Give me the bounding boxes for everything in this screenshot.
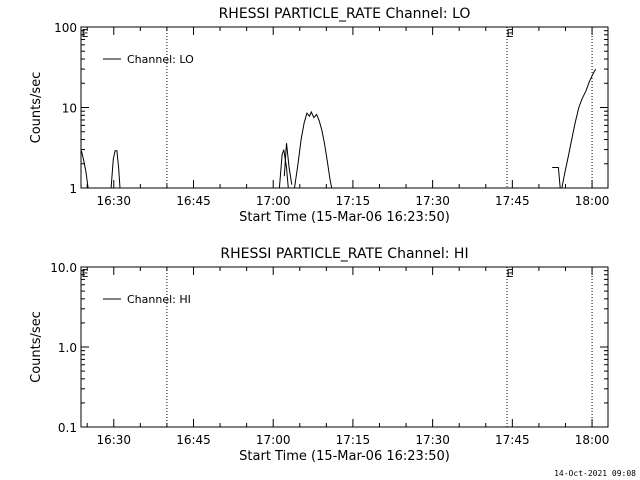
x-tick-label: 17:45 <box>495 433 530 447</box>
data-series-segment <box>81 150 89 188</box>
legend-label: Channel: LO <box>127 53 194 66</box>
event-marker-label: E <box>507 27 514 40</box>
x-tick-label: 17:00 <box>256 194 291 208</box>
plot-frame <box>80 266 609 428</box>
legend-label: Channel: HI <box>127 293 191 306</box>
data-series-segment <box>110 150 121 188</box>
x-axis-label: Start Time (15-Mar-06 16:23:50) <box>239 449 450 464</box>
data-series-segment <box>278 149 289 188</box>
data-series-segment <box>283 143 293 185</box>
x-tick-label: 18:00 <box>575 433 610 447</box>
y-tick-label: 10 <box>62 102 77 116</box>
footer-timestamp: 14-Oct-2021 09:08 <box>554 469 636 478</box>
chart-title: RHESSI PARTICLE_RATE Channel: HI <box>220 246 468 262</box>
x-tick-label: 18:00 <box>575 194 610 208</box>
y-tick-label: 10.0 <box>50 261 77 275</box>
x-axis-label: Start Time (15-Mar-06 16:23:50) <box>239 210 450 225</box>
event-marker-label: E <box>507 267 514 280</box>
x-tick-label: 17:15 <box>336 194 371 208</box>
x-tick-label: 16:45 <box>176 194 211 208</box>
x-tick-label: 16:30 <box>96 433 131 447</box>
data-series-segment <box>294 110 333 188</box>
y-axis-label: Counts/sec <box>29 72 44 144</box>
x-tick-label: 16:45 <box>176 433 211 447</box>
x-tick-label: 17:00 <box>256 433 291 447</box>
x-tick-label: 17:15 <box>336 433 371 447</box>
data-series-segment <box>552 167 561 188</box>
y-tick-label: 1 <box>69 182 77 196</box>
y-tick-label: 0.1 <box>58 421 77 435</box>
x-tick-label: 17:30 <box>415 194 450 208</box>
x-tick-label: 16:30 <box>96 194 131 208</box>
plot-frame <box>80 26 609 189</box>
edge-marker-label: E <box>82 267 89 280</box>
x-tick-label: 17:30 <box>415 433 450 447</box>
y-axis-label: Counts/sec <box>29 311 44 383</box>
chart-panel-2: RHESSI PARTICLE_RATE Channel: HI 16:30 16:… <box>29 246 609 464</box>
chart-panel-1: RHESSI PARTICLE_RATE Channel: LO 16:30 16:… <box>29 6 609 225</box>
y-tick-label: 1.0 <box>58 341 77 355</box>
data-series-segment <box>561 68 597 188</box>
x-tick-label: 17:45 <box>495 194 530 208</box>
chart-title: RHESSI PARTICLE_RATE Channel: LO <box>219 6 471 22</box>
y-tick-label: 100 <box>54 21 77 35</box>
edge-marker-label: E <box>82 27 89 40</box>
